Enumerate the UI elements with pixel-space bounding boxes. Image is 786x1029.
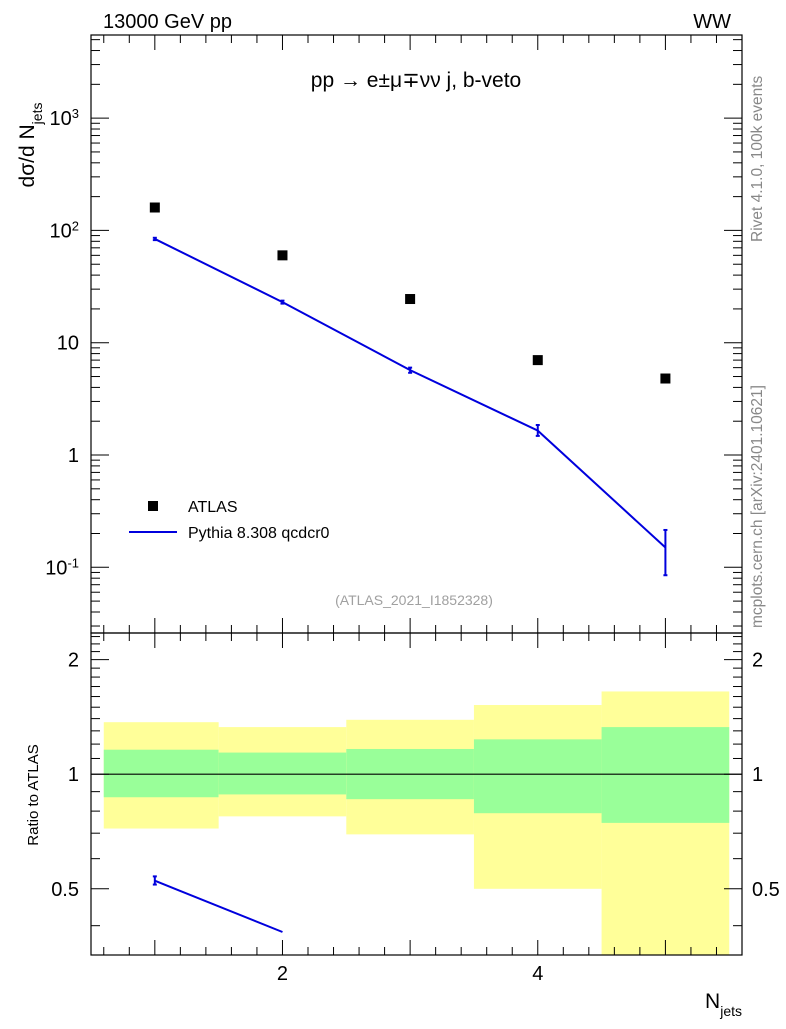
ratio-band-green bbox=[473, 739, 602, 814]
legend-pythia-label: Pythia 8.308 qcdcr0 bbox=[188, 525, 330, 542]
ratio-y-tick-label-left: 0.5 bbox=[51, 879, 79, 901]
ratio-frame bbox=[90, 632, 743, 956]
plot-title: pp → e±μ∓νν j, b-veto bbox=[311, 69, 521, 92]
ratio-band-green bbox=[601, 727, 730, 823]
ratio-y-tick-label-left: 2 bbox=[68, 650, 79, 672]
mcplots-label: mcplots.cern.ch [arXiv:2401.10621] bbox=[749, 385, 766, 628]
main-x-axis bbox=[103, 35, 717, 633]
atlas-data-point bbox=[277, 250, 288, 261]
ratio-y-tick-label-left: 1 bbox=[68, 764, 79, 786]
y-tick-label: 10 bbox=[57, 333, 79, 355]
ratio-series bbox=[152, 875, 283, 933]
legend: ATLAS Pythia 8.308 qcdcr0 bbox=[129, 499, 330, 542]
legend-atlas-marker bbox=[148, 501, 158, 511]
ratio-bands bbox=[103, 691, 730, 955]
ratio-line bbox=[154, 879, 283, 933]
main-frame bbox=[90, 34, 743, 634]
legend-atlas-label: ATLAS bbox=[188, 499, 238, 516]
y-tick-label: 10-1 bbox=[45, 555, 79, 580]
main-panel: pp → e±μ∓νν j, b-veto (ATLAS_2021_I18523… bbox=[16, 34, 743, 634]
ratio-band-green bbox=[218, 752, 347, 795]
y-tick-label: 103 bbox=[50, 106, 79, 130]
analysis-watermark: (ATLAS_2021_I1852328) bbox=[335, 592, 493, 608]
main-y-label: dσ/d Njets bbox=[16, 103, 45, 188]
ratio-y-tick-label-right: 0.5 bbox=[752, 879, 780, 901]
ratio-x-label: Njets bbox=[705, 990, 742, 1019]
atlas-data-point bbox=[149, 202, 160, 213]
y-tick-label: 102 bbox=[50, 218, 79, 243]
ratio-band-green bbox=[103, 749, 219, 798]
header-right: WW bbox=[693, 11, 731, 33]
x-tick-label: 2 bbox=[277, 963, 288, 985]
ratio-y-label: Ratio to ATLAS bbox=[25, 744, 42, 845]
y-tick-label: 1 bbox=[68, 445, 79, 467]
atlas-data-point bbox=[405, 294, 416, 305]
atlas-data-point bbox=[532, 355, 543, 366]
x-axis-label: Njets bbox=[705, 990, 742, 1019]
rivet-label: Rivet 4.1.0, 100k events bbox=[749, 75, 766, 242]
atlas-data-point bbox=[660, 373, 671, 384]
header-left: 13000 GeV pp bbox=[103, 11, 232, 33]
ratio-y-axis: 0.5 0.5 1 1 2 2 bbox=[51, 636, 780, 927]
ratio-y-tick-label-right: 2 bbox=[752, 650, 763, 672]
ratio-y-tick-label-right: 1 bbox=[752, 764, 763, 786]
main-series bbox=[149, 202, 671, 577]
main-y-axis: 10-1 1 10 102 103 bbox=[45, 39, 742, 627]
main-y-label-text: dσ/d Njets bbox=[16, 103, 45, 188]
x-tick-label: 4 bbox=[532, 963, 543, 985]
